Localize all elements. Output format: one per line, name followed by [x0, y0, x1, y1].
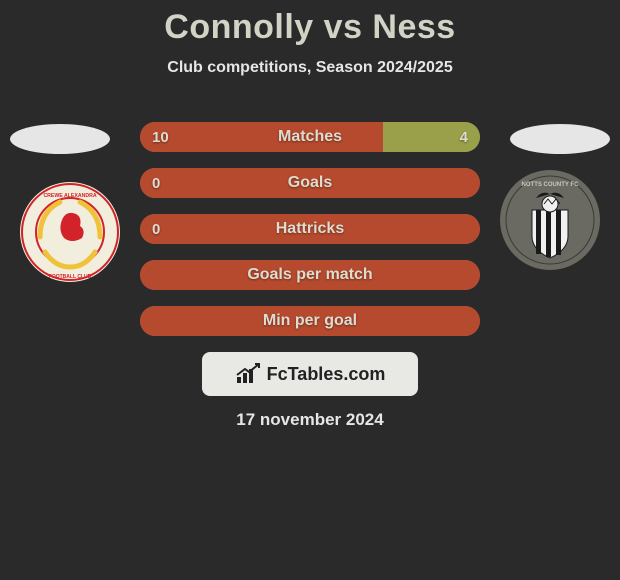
crewe-alexandra-icon: CREWE ALEXANDRA FOOTBALL CLUB [20, 182, 120, 282]
right-club-badge: NOTTS COUNTY FC [500, 170, 600, 270]
page-title: Connolly vs Ness [0, 0, 620, 47]
stat-label: Matches [140, 122, 480, 152]
stat-label: Min per goal [140, 306, 480, 336]
stat-label: Hattricks [140, 214, 480, 244]
left-club-badge: CREWE ALEXANDRA FOOTBALL CLUB [20, 182, 120, 282]
comparison-card: Connolly vs Ness Club competitions, Seas… [0, 0, 620, 580]
svg-text:CREWE ALEXANDRA: CREWE ALEXANDRA [43, 193, 96, 199]
stat-label: Goals per match [140, 260, 480, 290]
chart-icon [235, 363, 261, 385]
stat-value-right: 4 [460, 122, 468, 152]
notts-county-icon: NOTTS COUNTY FC [500, 170, 600, 270]
stat-bar: Goals per match [140, 260, 480, 290]
brand-text: FcTables.com [267, 364, 386, 385]
stat-value-left: 10 [152, 122, 169, 152]
svg-text:NOTTS COUNTY FC: NOTTS COUNTY FC [522, 182, 580, 188]
page-subtitle: Club competitions, Season 2024/2025 [0, 59, 620, 77]
stat-bar: Min per goal [140, 306, 480, 336]
stat-label: Goals [140, 168, 480, 198]
svg-text:FOOTBALL CLUB: FOOTBALL CLUB [49, 274, 92, 280]
date-text: 17 november 2024 [0, 410, 620, 430]
left-player-ellipse [10, 124, 110, 154]
comparison-bars: Matches104Goals0Hattricks0Goals per matc… [140, 122, 480, 352]
stat-bar: Hattricks0 [140, 214, 480, 244]
stat-bar: Goals0 [140, 168, 480, 198]
stat-bar: Matches10 4 [140, 122, 480, 152]
right-player-ellipse [510, 124, 610, 154]
stat-value-left: 0 [152, 168, 160, 198]
brand-footer: FcTables.com [202, 352, 418, 396]
stat-value-left: 0 [152, 214, 160, 244]
